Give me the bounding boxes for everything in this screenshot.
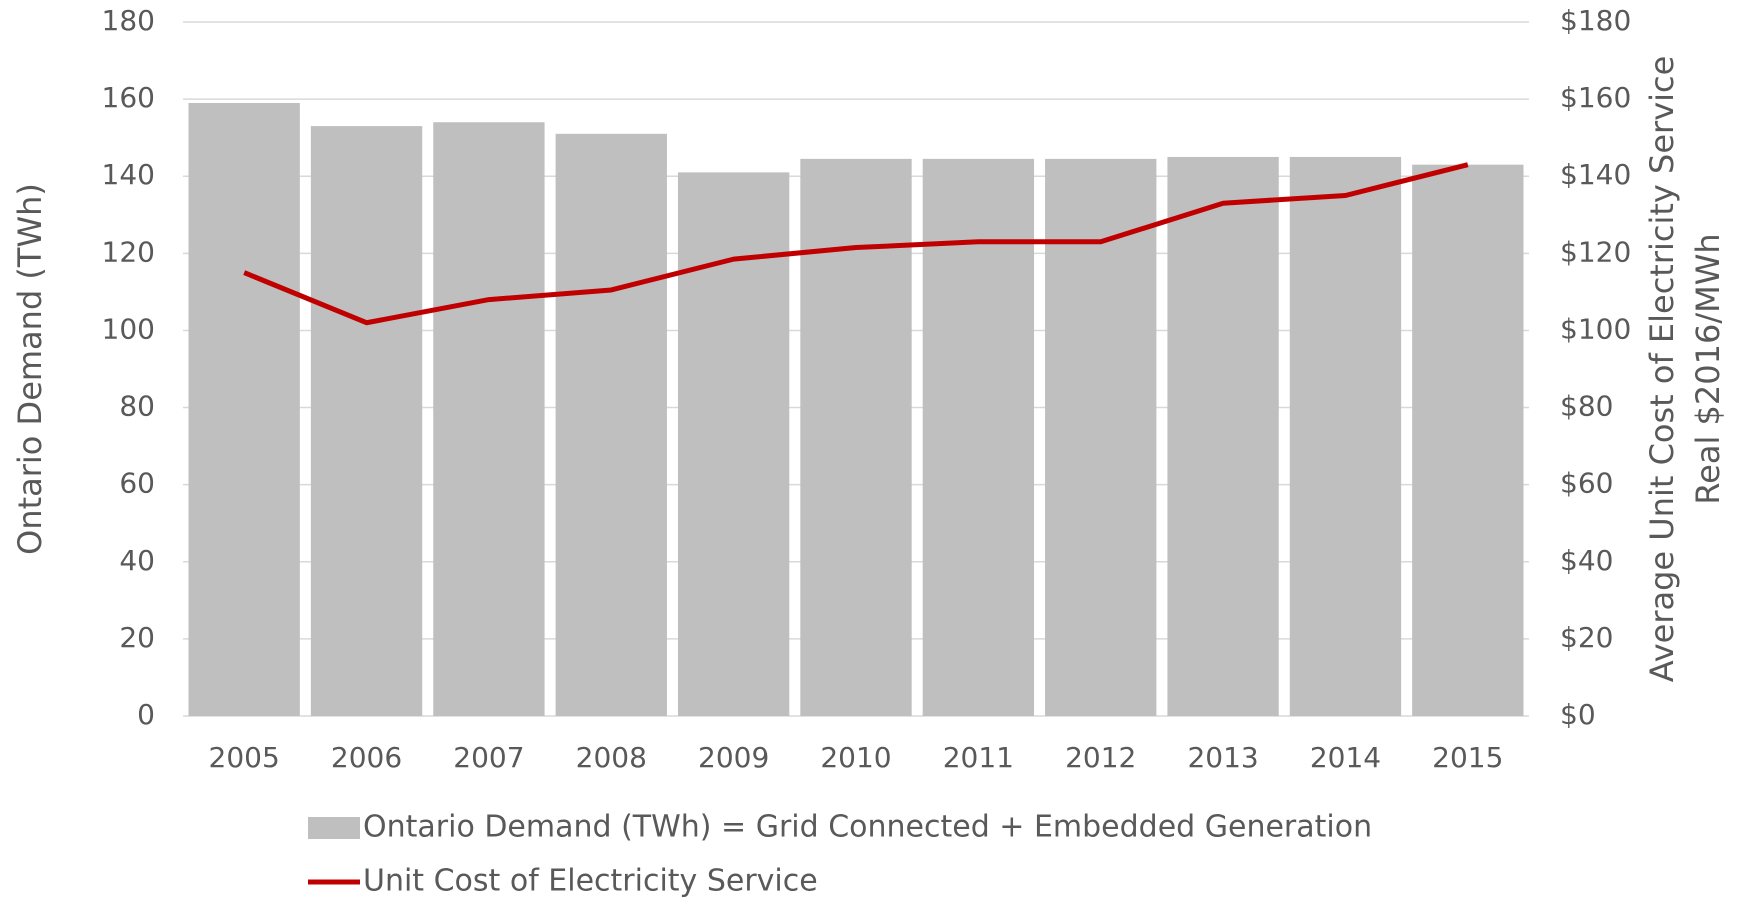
y-axis-label: Ontario Demand (TWh)	[11, 183, 49, 555]
bar	[188, 102, 300, 716]
x-tick-label: 2009	[698, 741, 769, 774]
y2-tick-label: $140	[1560, 158, 1631, 191]
x-tick-label: 2008	[576, 741, 647, 774]
x-tick-label: 2013	[1187, 741, 1258, 774]
y2-tick-label: $160	[1560, 81, 1631, 114]
bar	[310, 126, 423, 717]
y-tick-label: 180	[102, 4, 155, 37]
y-tick-label: 100	[102, 312, 155, 345]
bar	[1412, 164, 1524, 717]
bar	[677, 172, 790, 716]
bar	[1045, 158, 1157, 717]
y2-tick-label: $40	[1560, 544, 1613, 577]
x-tick-label: 2011	[943, 741, 1014, 774]
bar	[555, 133, 667, 717]
x-tick-label: 2012	[1065, 741, 1136, 774]
y2-tick-label: $20	[1560, 621, 1613, 654]
legend-label: Ontario Demand (TWh) = Grid Connected + …	[363, 810, 1372, 845]
y2-axis-label: Real $2016/MWh	[1689, 233, 1727, 504]
y2-tick-label: $80	[1560, 390, 1613, 423]
x-tick-label: 2015	[1432, 741, 1503, 774]
bar	[433, 122, 545, 716]
bar	[922, 158, 1035, 717]
y2-tick-label: $100	[1560, 312, 1631, 345]
y-tick-label: 40	[119, 544, 155, 577]
y2-tick-label: $60	[1560, 467, 1613, 500]
y-tick-label: 20	[119, 621, 155, 654]
y-tick-label: 140	[102, 158, 155, 191]
legend-swatch	[308, 817, 360, 839]
x-tick-label: 2007	[453, 741, 524, 774]
x-tick-label: 2014	[1310, 741, 1381, 774]
y2-tick-label: $180	[1560, 4, 1631, 37]
legend-label: Unit Cost of Electricity Service	[363, 864, 818, 899]
x-tick-label: 2005	[209, 741, 280, 774]
y2-tick-label: $0	[1560, 698, 1596, 731]
y-tick-label: 60	[119, 467, 155, 500]
bar	[1167, 156, 1279, 716]
y-tick-label: 160	[102, 81, 155, 114]
bar	[1289, 156, 1402, 716]
line	[243, 162, 1469, 326]
y-tick-label: 80	[119, 390, 155, 423]
x-tick-label: 2006	[331, 741, 402, 774]
bar	[800, 158, 912, 717]
x-tick-label: 2010	[820, 741, 891, 774]
y-tick-label: 0	[137, 698, 155, 731]
y-tick-label: 120	[102, 235, 155, 268]
y2-axis-label: Average Unit Cost of Electricity Service	[1643, 56, 1681, 683]
y2-tick-label: $120	[1560, 235, 1631, 268]
